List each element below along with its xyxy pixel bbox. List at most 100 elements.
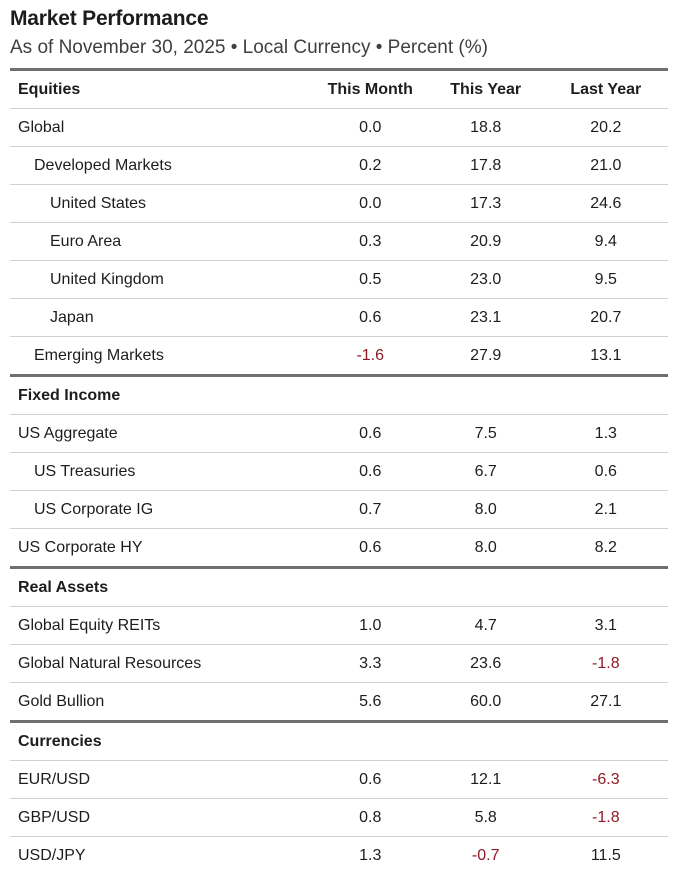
section-header-spacer (313, 568, 668, 607)
section-header-row: Currencies (10, 721, 668, 761)
value-cell: 24.6 (590, 195, 622, 212)
section-header-row: Real Assets (10, 567, 668, 607)
value-cell: -1.8 (592, 655, 620, 672)
page-title: Market Performance (10, 7, 209, 30)
column-header: This Year (450, 81, 522, 98)
value-cell: 23.0 (470, 271, 502, 288)
value-cell: 2.1 (594, 501, 617, 518)
value-cell: 27.9 (470, 347, 502, 364)
section-title: Fixed Income (18, 387, 121, 404)
value-cell: 0.6 (359, 539, 382, 556)
row-label: Global (18, 119, 65, 136)
row-label: United Kingdom (50, 271, 164, 288)
section-header-row: Fixed Income (10, 375, 668, 415)
row-label: United States (50, 195, 147, 212)
value-cell: 0.6 (359, 463, 382, 480)
value-cell: 0.6 (359, 425, 382, 442)
row-label: GBP/USD (18, 809, 91, 826)
table-row: Global Equity REITs 1.0 4.7 3.1 (10, 606, 668, 645)
value-cell: 17.8 (470, 157, 502, 174)
table-row: USD/JPY 1.3 -0.7 11.5 (10, 836, 668, 873)
market-table-body: Equities This Month This Year Last Year Glob… (10, 70, 668, 873)
value-cell: 1.3 (359, 847, 382, 864)
value-cell: 23.6 (470, 655, 502, 672)
table-row: Emerging Markets -1.6 27.9 13.1 (10, 336, 668, 376)
row-label: US Aggregate (18, 425, 118, 442)
row-label: Emerging Markets (34, 347, 164, 364)
table-row: US Aggregate 0.6 7.5 1.3 (10, 414, 668, 453)
value-cell: 27.1 (590, 693, 622, 710)
value-cell: 20.2 (590, 119, 622, 136)
row-label: US Treasuries (34, 463, 136, 480)
value-cell: 0.6 (594, 463, 617, 480)
value-cell: 3.1 (594, 617, 617, 634)
row-label: Euro Area (50, 233, 122, 250)
table-row: Global Natural Resources 3.3 23.6 -1.8 (10, 644, 668, 683)
value-cell: 13.1 (590, 347, 622, 364)
row-label: US Corporate HY (18, 539, 143, 556)
section-title: Currencies (18, 733, 102, 750)
row-label: EUR/USD (18, 771, 91, 788)
value-cell: 0.6 (359, 771, 382, 788)
section-title: Equities (18, 81, 81, 98)
section-header-row: Equities This Month This Year Last Year (10, 70, 668, 109)
value-cell: 11.5 (590, 847, 621, 864)
market-performance-table: Equities This Month This Year Last Year Glob… (10, 68, 668, 873)
value-cell: 20.9 (470, 233, 502, 250)
row-label: Developed Markets (34, 157, 172, 174)
value-cell: 0.2 (359, 157, 382, 174)
column-header: This Month (327, 81, 413, 98)
column-header: Last Year (570, 81, 642, 98)
value-cell: 8.0 (474, 539, 497, 556)
table-row: Japan 0.6 23.1 20.7 (10, 298, 668, 337)
section-header-spacer (313, 722, 668, 761)
value-cell: 4.7 (474, 617, 497, 634)
table-row: Gold Bullion 5.6 60.0 27.1 (10, 682, 668, 722)
value-cell: 60.0 (470, 693, 502, 710)
table-row: Euro Area 0.3 20.9 9.4 (10, 222, 668, 261)
value-cell: 0.0 (359, 195, 382, 212)
value-cell: 5.8 (474, 809, 497, 826)
report-subtitle: As of November 30, 2025 • Local Currency… (10, 37, 488, 58)
row-label: Global Equity REITs (18, 617, 161, 634)
value-cell: -6.3 (592, 771, 620, 788)
value-cell: -1.6 (356, 347, 385, 364)
value-cell: 17.3 (470, 195, 502, 212)
table-row: United States 0.0 17.3 24.6 (10, 184, 668, 223)
value-cell: 18.8 (470, 119, 502, 136)
table-row: US Corporate IG 0.7 8.0 2.1 (10, 490, 668, 529)
value-cell: 9.4 (594, 233, 617, 250)
row-label: Global Natural Resources (18, 655, 202, 672)
value-cell: 20.7 (590, 309, 622, 326)
value-cell: 21.0 (590, 157, 622, 174)
value-cell: 1.3 (594, 425, 617, 442)
table-row: Global 0.0 18.8 20.2 (10, 108, 668, 147)
value-cell: -0.7 (471, 847, 500, 864)
value-cell: 0.7 (359, 501, 382, 518)
value-cell: 3.3 (359, 655, 382, 672)
table-row: US Treasuries 0.6 6.7 0.6 (10, 452, 668, 491)
value-cell: 23.1 (470, 309, 502, 326)
row-label: USD/JPY (18, 847, 86, 864)
table-row: United Kingdom 0.5 23.0 9.5 (10, 260, 668, 299)
value-cell: 1.0 (359, 617, 382, 634)
section-title: Real Assets (18, 579, 109, 596)
row-label: Gold Bullion (18, 693, 105, 710)
value-cell: 9.5 (594, 271, 617, 288)
table-row: GBP/USD 0.8 5.8 -1.8 (10, 798, 668, 837)
row-label: US Corporate IG (34, 501, 154, 518)
value-cell: 8.2 (594, 539, 617, 556)
value-cell: -1.8 (592, 809, 620, 826)
table-row: Developed Markets 0.2 17.8 21.0 (10, 146, 668, 185)
value-cell: 5.6 (359, 693, 382, 710)
value-cell: 0.8 (359, 809, 382, 826)
value-cell: 7.5 (474, 425, 497, 442)
row-label: Japan (50, 309, 94, 326)
table-row: EUR/USD 0.6 12.1 -6.3 (10, 760, 668, 799)
table-row: US Corporate HY 0.6 8.0 8.2 (10, 528, 668, 568)
value-cell: 0.3 (359, 233, 382, 250)
value-cell: 8.0 (474, 501, 497, 518)
value-cell: 0.5 (359, 271, 382, 288)
value-cell: 6.7 (474, 463, 497, 480)
